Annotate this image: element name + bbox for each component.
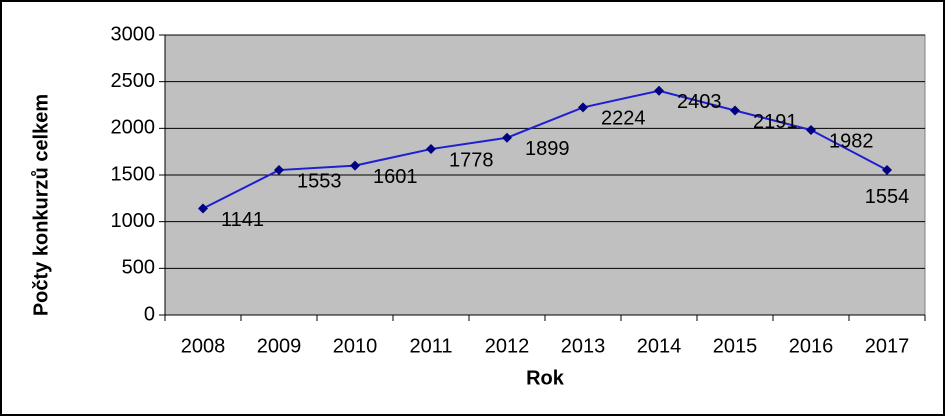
y-axis-title: Počty konkurzů celkem xyxy=(30,94,52,316)
data-label: 2191 xyxy=(753,111,798,133)
data-label: 1553 xyxy=(297,170,342,192)
x-tick-label: 2010 xyxy=(333,335,378,357)
data-label: 1778 xyxy=(449,149,494,171)
y-tick-label: 0 xyxy=(144,303,155,325)
data-label: 1982 xyxy=(829,130,874,152)
data-marker xyxy=(502,132,512,143)
data-marker xyxy=(274,165,284,176)
data-marker xyxy=(198,203,208,214)
y-tick-label: 1500 xyxy=(111,163,156,185)
x-tick-label: 2011 xyxy=(409,335,452,357)
y-tick-label: 2000 xyxy=(111,117,156,139)
data-marker xyxy=(730,105,740,116)
data-label: 1554 xyxy=(865,186,910,208)
x-tick-label: 2013 xyxy=(561,335,606,357)
y-tick-label: 1000 xyxy=(111,210,156,232)
data-label: 1141 xyxy=(221,209,264,231)
data-line xyxy=(202,89,888,210)
data-marker xyxy=(426,144,436,155)
x-tick-label: 2009 xyxy=(257,335,302,357)
data-label: 1601 xyxy=(373,166,418,188)
data-label: 1899 xyxy=(525,138,570,160)
x-tick-label: 2014 xyxy=(637,335,682,357)
data-marker xyxy=(806,125,816,136)
y-tick-label: 3000 xyxy=(111,23,156,45)
data-marker xyxy=(654,85,664,96)
x-tick-label: 2008 xyxy=(181,335,226,357)
x-axis-title: Rok xyxy=(526,367,565,389)
y-tick-label: 2500 xyxy=(111,70,156,92)
y-tick-label: 500 xyxy=(122,257,155,279)
data-label: 2403 xyxy=(677,91,722,113)
x-tick-label: 2015 xyxy=(713,335,758,357)
data-marker xyxy=(350,160,360,171)
x-tick-label: 2016 xyxy=(789,335,834,357)
data-marker xyxy=(882,164,892,175)
data-marker xyxy=(578,102,588,113)
x-tick-label: 2017 xyxy=(865,335,910,357)
x-tick-label: 2012 xyxy=(485,335,530,357)
data-label: 2224 xyxy=(601,108,646,130)
